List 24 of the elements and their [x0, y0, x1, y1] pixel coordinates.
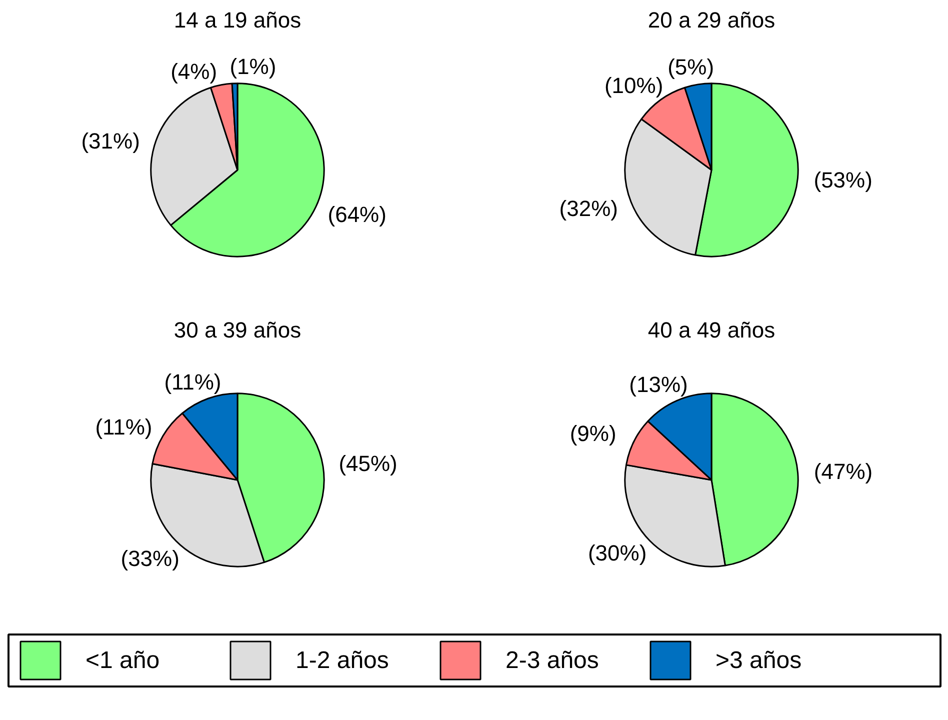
data-label: (11%) [95, 414, 152, 440]
chart-title: 20 a 29 años [648, 8, 776, 32]
data-label: (30%) [588, 540, 647, 566]
data-label: (33%) [120, 546, 180, 571]
legend-label: >3 años [716, 647, 802, 674]
data-label: (5%) [668, 54, 714, 80]
data-label: (10%) [604, 73, 664, 98]
data-label: (31%) [81, 128, 140, 154]
data-label: (32%) [559, 196, 618, 221]
chart-title: 30 a 39 años [174, 318, 302, 342]
legend-label: 1-2 años [296, 647, 389, 674]
legend-label: 2-3 años [506, 647, 599, 674]
data-label: (11%) [164, 369, 222, 394]
chart-title: 14 a 19 años [174, 8, 302, 32]
chart-title: 40 a 49 años [648, 318, 776, 342]
data-label: (53%) [814, 167, 872, 192]
data-label: (4%) [170, 58, 218, 84]
data-label: (64%) [328, 202, 386, 227]
data-label: (47%) [814, 459, 873, 484]
data-label: (45%) [338, 451, 398, 476]
data-label: (1%) [230, 54, 276, 79]
data-label: (13%) [629, 372, 688, 397]
legend-label: <1 año [86, 647, 160, 674]
data-label: (9%) [570, 421, 616, 446]
